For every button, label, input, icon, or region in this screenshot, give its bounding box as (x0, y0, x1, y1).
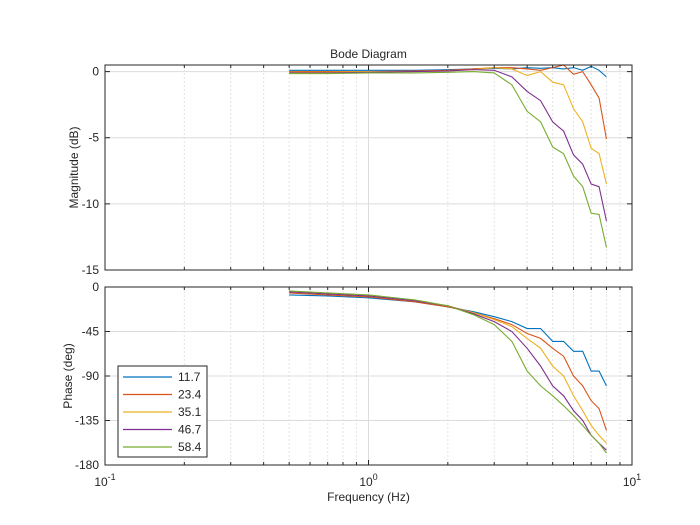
magnitude-ytick-label: 0 (92, 65, 99, 79)
legend-label: 23.4 (178, 388, 202, 402)
x-tick-label: 10-1 (94, 472, 115, 489)
magnitude-ylabel: Magnitude (dB) (67, 126, 81, 208)
phase-series-58-4 (289, 290, 607, 454)
magnitude-series-46-7 (289, 69, 607, 222)
legend: 11.7 23.4 35.1 46.7 58.4 (117, 365, 208, 458)
legend-label: 11.7 (178, 370, 201, 384)
x-tick-base: 10 (623, 475, 637, 489)
x-tick-exponent: -1 (108, 472, 116, 482)
magnitude-series-58-4 (289, 71, 607, 248)
legend-items: 11.7 23.4 35.1 46.7 58.4 (123, 370, 202, 454)
chart-title: Bode Diagram (330, 47, 407, 61)
phase-series-46-7 (289, 291, 607, 451)
phase-ytick-label: 0 (92, 280, 99, 294)
x-tick-base: 10 (94, 475, 108, 489)
x-tick-exponent: 0 (373, 472, 378, 482)
phase-ytick-label: -180 (75, 458, 99, 472)
x-tick-label: 100 (359, 472, 377, 489)
magnitude-ytick-label: -10 (82, 197, 100, 211)
phase-lines (289, 290, 607, 454)
magnitude-ticks: 0 -5 -10 -15 (82, 65, 633, 277)
x-tick-exponent: 1 (636, 472, 641, 482)
phase-ylabel: Phase (deg) (61, 343, 75, 408)
phase-ytick-label: -45 (82, 325, 100, 339)
phase-series-23-4 (289, 292, 607, 431)
x-tick-labels: 10-1 100 101 (94, 472, 641, 489)
x-tick-label: 101 (623, 472, 641, 489)
x-axis-label: Frequency (Hz) (327, 490, 410, 504)
x-tick-base: 10 (359, 475, 373, 489)
phase-ytick-label: -90 (82, 369, 100, 383)
legend-label: 35.1 (178, 405, 202, 419)
phase-ytick-label: -135 (75, 414, 99, 428)
magnitude-ytick-label: -15 (82, 263, 100, 277)
phase-ticks: 0 -45 -90 -135 -180 (75, 280, 633, 472)
magnitude-ytick-label: -5 (88, 131, 99, 145)
phase-panel: 0-45-90-135-180 Phase (deg) 10-1 100 101 F… (61, 280, 641, 504)
legend-label: 58.4 (178, 440, 202, 454)
magnitude-panel: 0 -5 -10 -15 Magnitude (dB) (67, 64, 633, 277)
legend-label: 46.7 (178, 423, 202, 437)
